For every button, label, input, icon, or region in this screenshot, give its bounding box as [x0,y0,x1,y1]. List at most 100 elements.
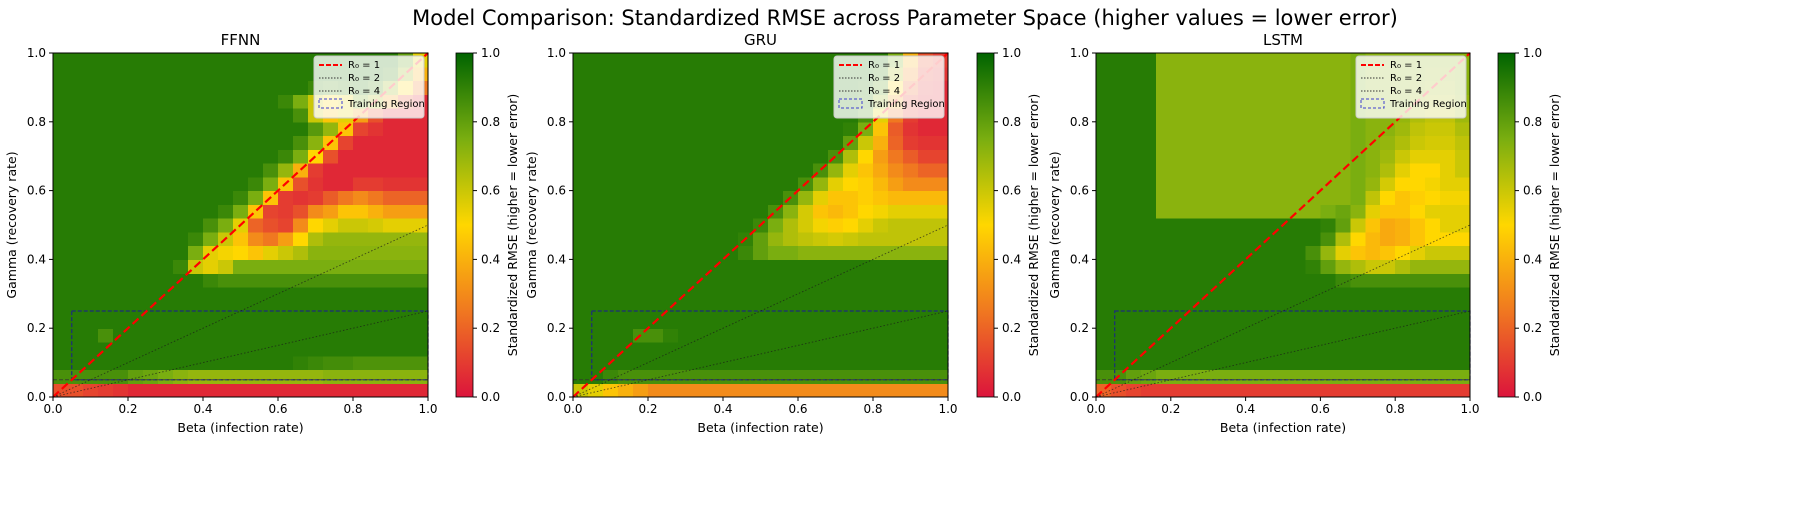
heatmap-cell [1410,259,1426,274]
heatmap-cell [933,149,948,164]
heatmap-cell [918,163,934,178]
heatmap-cell [1215,245,1232,260]
heatmap-cell [1140,355,1157,371]
heatmap-cell [783,383,799,397]
legend-label: R₀ = 1 [868,60,900,71]
heatmap-cell [323,163,339,178]
heatmap-cell [738,53,754,68]
heatmap-cell [1275,80,1292,95]
heatmap-cell [1395,286,1411,302]
heatmap-cell [903,259,919,274]
y-tick-label: 0.4 [547,252,566,266]
heatmap-cell [98,314,114,329]
heatmap-cell [903,231,919,247]
heatmap-cell [1215,314,1232,329]
heatmap-cell [368,314,384,329]
heatmap-cell [98,286,114,302]
heatmap-cell [828,314,844,329]
heatmap-cell [1305,80,1321,95]
heatmap-cell [323,259,339,274]
heatmap-cell [1395,273,1411,288]
heatmap-cell [768,231,784,247]
heatmap-cell [783,94,799,109]
heatmap-cell [143,190,159,205]
heatmap-cell [1200,245,1217,260]
heatmap-cell [308,121,324,137]
heatmap-cell [1455,163,1470,178]
heatmap-cell [1155,66,1172,82]
heatmap-cell [1260,273,1277,288]
heatmap-cell [188,53,204,68]
heatmap-cell [1230,314,1247,329]
heatmap-cell [573,121,589,137]
heatmap-cell [98,218,114,233]
heatmap-cell [1245,259,1262,274]
x-tick-label: 0.4 [193,402,212,416]
heatmap-cell [588,121,604,137]
heatmap-cell [368,355,384,371]
heatmap-cell [933,355,948,371]
heatmap-cell [1170,163,1187,178]
heatmap-cell [173,80,189,95]
heatmap-cell [873,245,889,260]
heatmap-cell [648,149,664,164]
heatmap-cell [1200,314,1217,329]
heatmap-cell [1096,314,1112,329]
heatmap-cell [828,121,844,137]
heatmap-cell [1185,314,1202,329]
heatmap-cell [1335,190,1351,205]
heatmap-cell [1110,80,1127,95]
heatmap-cell [1440,286,1456,302]
reference-line-r0-4 [572,310,949,398]
heatmap-cell [1425,204,1441,219]
heatmap-cell [233,355,249,371]
heatmap-cell [1200,328,1217,343]
heatmap-cell [1215,121,1232,137]
heatmap-cell [1425,355,1441,371]
panel-lstm: 0.0 0.2 0.4 0.6 0.8 1.00.00.20.40.60.81.0LSTM… [1047,31,1562,435]
heatmap-cell [293,231,309,247]
x-tick-label: 0.0 [43,402,62,416]
heatmap-cell [1365,149,1381,164]
heatmap-cell [843,273,859,288]
heatmap-cell [813,66,829,82]
heatmap-cell [858,149,874,164]
heatmap-cell [98,273,114,288]
heatmap-cell [1185,259,1202,274]
heatmap-cell [1320,149,1336,164]
y-tick-label: 0.8 [547,115,566,129]
heatmap-cell [128,190,144,205]
heatmap-cell [248,300,264,316]
heatmap-cell [663,341,679,357]
heatmap-cell [873,190,889,205]
heatmap-cell [248,369,264,384]
heatmap-cell [1200,176,1217,192]
heatmap-cell [828,163,844,178]
heatmap-cell [1230,149,1247,164]
heatmap-cell [573,341,589,357]
heatmap-cell [1275,273,1292,288]
heatmap-cell [143,149,159,164]
heatmap-cell [1215,286,1232,302]
heatmap-cell [1155,273,1172,288]
heatmap-cell [293,341,309,357]
heatmap-cell [113,314,129,329]
heatmap-cell [1410,204,1426,219]
heatmap-cell [1185,66,1202,82]
heatmap-cell [918,204,934,219]
heatmap-cell [708,314,724,329]
heatmap-cell [1410,286,1426,302]
heatmap-cell [1350,176,1366,192]
heatmap-cell [1350,135,1366,150]
heatmap-cell [413,149,428,164]
heatmap-cell [588,94,604,109]
heatmap-cell [1425,369,1441,384]
heatmap-cell [1275,286,1292,302]
heatmap-cell [278,355,294,371]
heatmap-cell [813,355,829,371]
heatmap-cell [158,245,174,260]
heatmap-cell [693,108,709,123]
heatmap-cell [618,355,634,371]
heatmap-cell [1200,204,1217,219]
heatmap-cell [618,176,634,192]
